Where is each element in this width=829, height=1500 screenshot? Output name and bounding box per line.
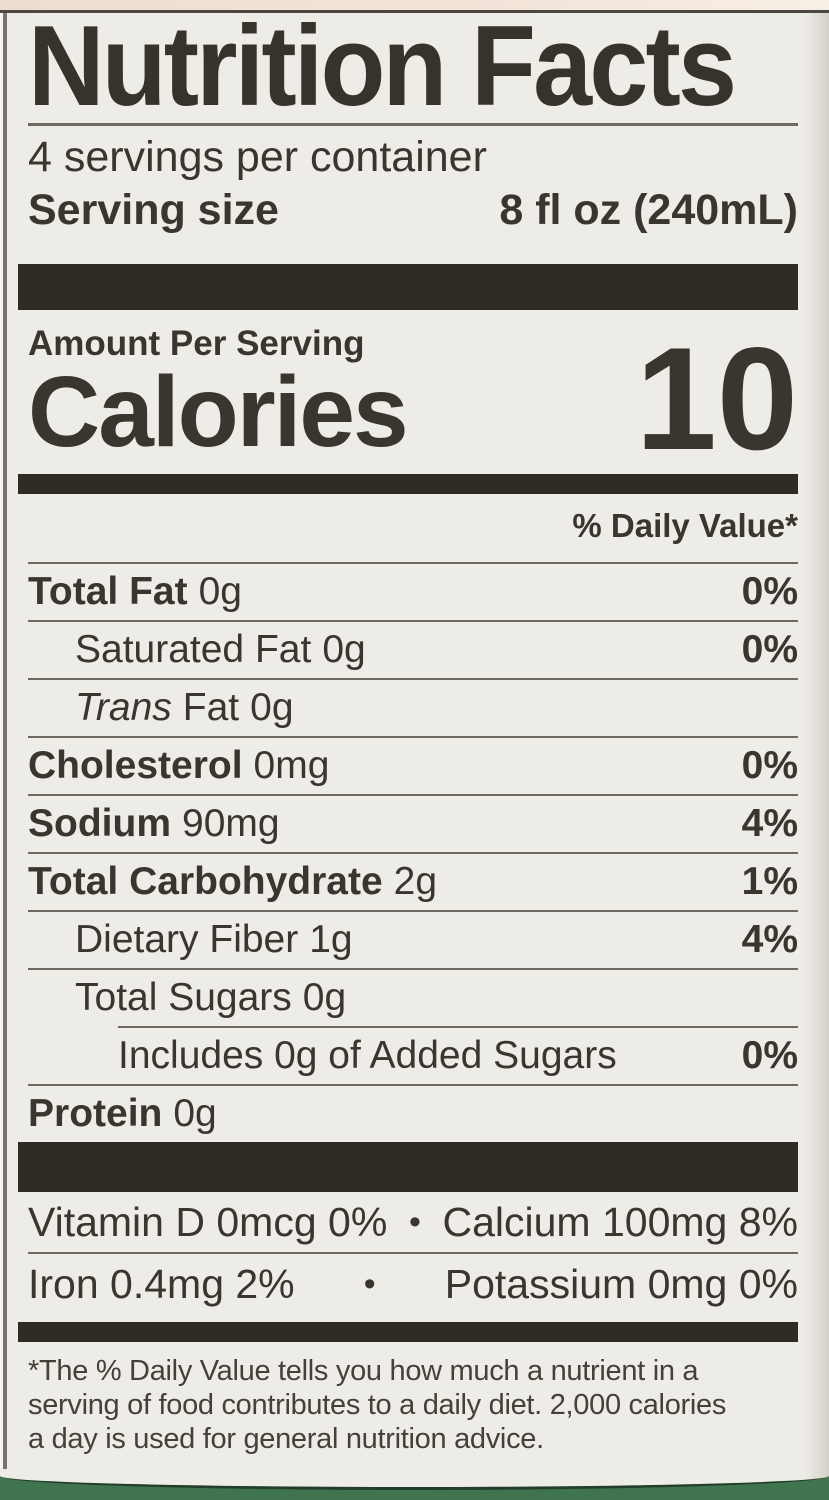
label-top-border [0,10,829,13]
divider-bar-thick-middle [18,1142,798,1192]
calories-row: Calories 10 [18,326,798,472]
footnote-line: a day is used for general nutrition advi… [28,1423,544,1455]
micro-row-iron-potassium: Iron 0.4mg 2% • Potassium 0mg 0% [18,1254,798,1314]
nutrient-dv: 0% [741,1034,798,1077]
separator-rule [28,1252,798,1254]
jar-surface-strip [0,0,829,10]
label-title: Nutrition Facts [18,3,798,130]
nutrient-row-protein: Protein 0g [18,1086,798,1142]
separator-rule [28,910,798,912]
nutrient-row-cholesterol: Cholesterol 0mg 0% [18,738,798,794]
nutrient-amount: 0g [173,1092,217,1135]
micro-left: Iron 0.4mg 2% [28,1260,295,1307]
nutrient-amount: 0g [198,570,242,613]
nutrient-amount: 1g [309,918,353,961]
servings-per-container: 4 servings per container [28,133,487,181]
nutrient-name: Cholesterol [28,744,243,787]
label-title-text: Nutrition Facts [28,3,737,130]
separator-rule [28,562,798,564]
amount-per-serving-label: Amount Per Serving [28,324,365,363]
footnote-line: serving of food contributes to a daily d… [28,1389,727,1421]
nutrient-name: Dietary Fiber [75,918,299,961]
separator-rule [28,678,798,680]
daily-value-header: % Daily Value* [572,507,798,544]
nutrient-row-total-sugars: Total Sugars 0g [18,970,798,1026]
micro-row-vitamind-calcium: Vitamin D 0mcg 0% • Calcium 100mg 8% [18,1192,798,1252]
nutrient-amount: 0g [322,628,366,671]
serving-size-label: Serving size [28,186,279,234]
nutrient-amount: 90mg [182,802,280,845]
divider-bar-thick-top [18,264,798,310]
separator-rule [28,852,798,854]
nutrient-row-saturated-fat: Saturated Fat 0g 0% [18,622,798,678]
nutrient-row-sodium: Sodium 90mg 4% [18,796,798,852]
divider-bar-bottom [18,1322,798,1342]
nutrient-name-italic: Trans [75,686,172,729]
separator-rule-indented [118,1026,798,1028]
micro-left: Vitamin D 0mcg 0% [28,1198,388,1245]
nutrient-row-total-carbohydrate: Total Carbohydrate 2g 1% [18,854,798,910]
nutrient-name: Total Fat [28,570,188,613]
nutrient-dv: 4% [741,802,798,845]
separator-rule [28,968,798,970]
nutrient-row-total-fat: Total Fat 0g 0% [18,564,798,620]
separator-rule [28,736,798,738]
label-bottom-curved-edge [0,1469,829,1490]
nutrient-row-trans-fat: Trans Fat 0g [18,680,798,736]
separator-rule [28,620,798,622]
micro-right: Calcium 100mg 8% [442,1198,799,1245]
nutrient-name: Includes 0g of Added Sugars [118,1034,617,1077]
nutrient-dv: 0% [741,570,798,613]
bullet-separator: • [363,1264,376,1303]
nutrient-dv: 4% [741,918,798,961]
micro-right: Potassium 0mg 0% [444,1260,798,1307]
calories-label: Calories [28,356,409,468]
nutrient-row-dietary-fiber: Dietary Fiber 1g 4% [18,912,798,968]
nutrient-name: Protein [28,1092,163,1135]
serving-size-value: 8 fl oz (240mL) [499,186,798,234]
nutrient-dv: 0% [741,744,798,787]
nutrient-name: Fat [182,686,240,729]
bullet-separator: • [408,1202,421,1241]
nutrient-dv: 0% [741,628,798,671]
label-content: Nutrition Facts 4 servings per container… [7,3,817,1456]
nutrient-name: Sodium [28,802,171,845]
separator-rule [28,794,798,796]
label-left-highlight [0,13,3,1474]
footnote-line: *The % Daily Value tells you how much a … [28,1355,699,1387]
daily-value-footnote: *The % Daily Value tells you how much a … [18,1354,798,1456]
nutrient-amount: 0g [302,976,347,1019]
calories-value: 10 [635,317,798,480]
nutrient-dv: 1% [741,860,798,903]
serving-size-row: Serving size 8 fl oz (240mL) [18,182,798,238]
nutrient-amount: 0g [250,686,294,729]
title-rule [28,123,798,126]
separator-rule [28,1084,798,1086]
nutrient-amount: 0mg [253,744,330,787]
label-left-border [3,13,7,1474]
divider-bar-calories [18,474,798,494]
nutrient-row-added-sugars: Includes 0g of Added Sugars 0% [18,1028,798,1084]
nutrient-name: Saturated Fat [75,628,312,671]
nutrient-name: Total Sugars [75,976,292,1019]
nutrient-amount: 2g [393,860,438,903]
nutrient-name: Total Carbohydrate [28,860,383,903]
